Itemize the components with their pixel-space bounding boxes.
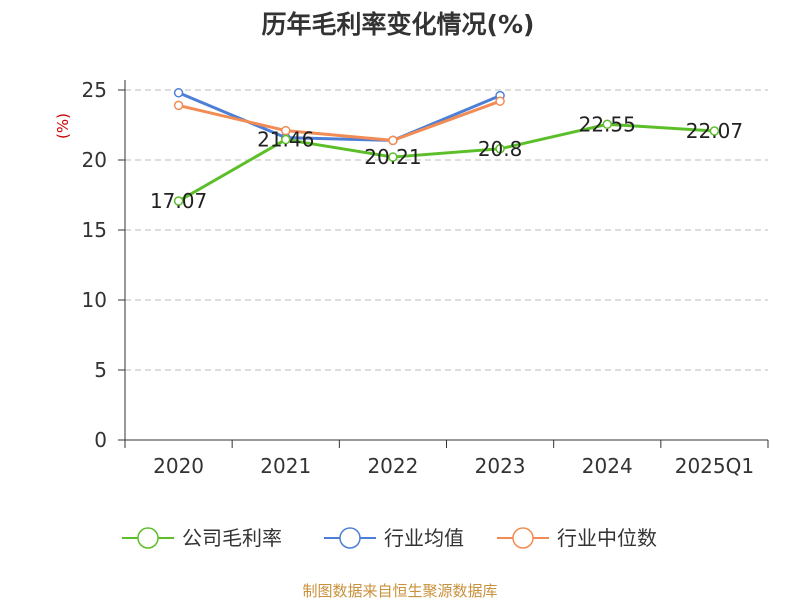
data-point [388, 152, 398, 162]
chart-title: 历年毛利率变化情况(%) [262, 10, 535, 39]
data-point [173, 88, 184, 98]
y-tick-label: 25 [82, 78, 107, 102]
data-point [709, 126, 720, 136]
grid-lines [125, 89, 768, 371]
x-tick-label: 2021 [260, 454, 311, 478]
y-tick-label: 20 [82, 148, 107, 172]
source-note: 制图数据来自恒生聚源数据库 [302, 582, 497, 600]
legend-marker-1 [339, 527, 361, 549]
data-point [281, 134, 291, 145]
data-label: 17.07 [150, 189, 207, 213]
x-tick-label: 2022 [367, 454, 418, 478]
legend-label-1: 行业均值 [384, 526, 464, 550]
x-tick-label: 2020 [153, 454, 204, 478]
series-layer [173, 88, 720, 206]
data-point [602, 119, 612, 130]
legend-label-2: 行业中位数 [557, 526, 657, 550]
data-point [281, 125, 291, 136]
data-label: 21.46 [257, 128, 314, 152]
data-point [495, 144, 505, 154]
data-label: 20.8 [478, 137, 523, 161]
data-label: 22.55 [579, 112, 636, 136]
data-point [388, 135, 398, 146]
data-point [495, 96, 505, 106]
y-axis-label: (%) [54, 113, 72, 139]
series-line-0 [177, 122, 715, 203]
x-tick-label: 2025Q1 [675, 454, 754, 478]
data-point [173, 196, 184, 206]
y-tick-label: 5 [94, 358, 107, 382]
legend-label-0: 公司毛利率 [182, 526, 282, 550]
legend-marker-2 [512, 527, 534, 549]
y-tick-label: 15 [82, 218, 107, 242]
legend: 公司毛利率 行业均值 行业中位数 [122, 526, 657, 550]
data-labels: 17.07 21.46 20.21 20.8 22.55 22.07 [150, 112, 743, 213]
data-label: 20.21 [364, 145, 421, 169]
series-line-1 [178, 91, 501, 142]
series-line-2 [178, 99, 501, 142]
legend-marker-0 [137, 527, 159, 549]
data-label: 22.07 [686, 119, 743, 143]
x-tick-label: 2023 [475, 454, 526, 478]
axes: 0 5 10 15 20 25 2020 2021 2022 2023 2024 2025Q1 [82, 78, 769, 478]
x-tick-label: 2024 [582, 454, 633, 478]
y-tick-label: 0 [94, 428, 107, 452]
data-point [173, 100, 184, 111]
y-tick-label: 10 [82, 288, 107, 312]
